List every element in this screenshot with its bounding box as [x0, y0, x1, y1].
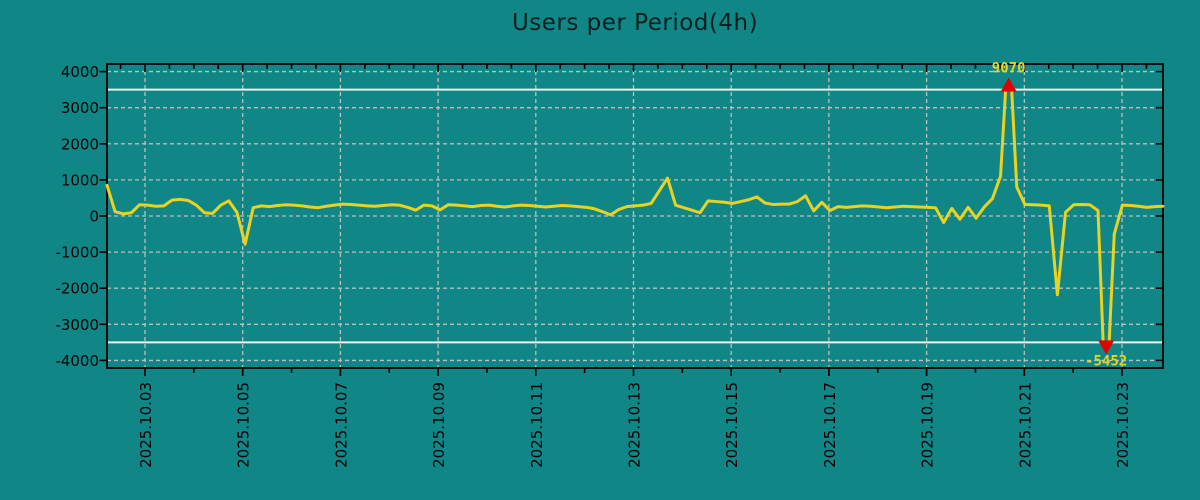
x-tick-label: 2025.10.03 [137, 382, 155, 468]
y-tick-label: -2000 [55, 280, 99, 298]
threshold-layer [107, 88, 1163, 344]
x-tick-label: 2025.10.11 [528, 382, 546, 468]
x-tick-label: 2025.10.07 [332, 382, 350, 468]
plot-border [106, 63, 1164, 369]
y-tick-label: 1000 [61, 171, 99, 189]
x-tick-label: 2025.10.15 [723, 382, 741, 468]
annotation-layer: 9070 -5452 [992, 61, 1127, 370]
x-tick-label: 2025.10.13 [626, 382, 644, 468]
y-tick-label: -4000 [55, 352, 99, 370]
axis-layer: -4000 -3000 -2000 -1000 0 1000 2000 3000 4000 202… [55, 63, 1164, 468]
x-tick-label: 2025.10.17 [821, 382, 839, 468]
max-value-label: 9070 [992, 61, 1026, 77]
y-tick-label: -3000 [55, 316, 99, 334]
chart-title: Users per Period(4h) [511, 10, 759, 36]
max-marker-triangle-up-icon [1000, 77, 1017, 92]
y-tick-label: -1000 [55, 244, 99, 262]
x-tick-label: 2025.10.19 [919, 382, 937, 468]
min-value-label: -5452 [1085, 353, 1127, 369]
x-tick-label: 2025.10.23 [1114, 382, 1132, 468]
x-tick-label: 2025.10.21 [1016, 382, 1034, 468]
grid-layer [107, 64, 1163, 368]
x-tick-label: 2025.10.09 [430, 382, 448, 468]
series-line [105, 88, 1165, 344]
y-tick-label: 4000 [61, 63, 99, 81]
x-tick-label: 2025.10.05 [235, 382, 253, 468]
series-layer [105, 88, 1165, 344]
y-tick-label: 2000 [61, 135, 99, 153]
min-marker-triangle-down-icon [1098, 340, 1115, 355]
y-tick-label: 0 [89, 208, 99, 226]
y-tick-label: 3000 [61, 99, 99, 117]
